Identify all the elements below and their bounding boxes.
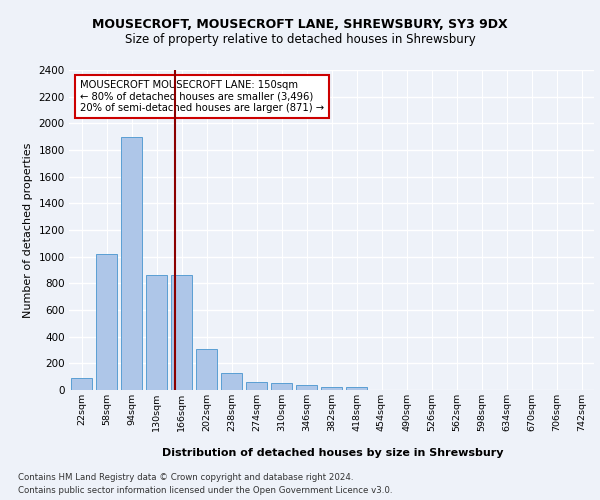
Text: Contains HM Land Registry data © Crown copyright and database right 2024.: Contains HM Land Registry data © Crown c… xyxy=(18,472,353,482)
Text: Distribution of detached houses by size in Shrewsbury: Distribution of detached houses by size … xyxy=(162,448,504,458)
Bar xyxy=(71,378,92,390)
Bar xyxy=(196,348,217,390)
Bar xyxy=(321,386,342,390)
Y-axis label: Number of detached properties: Number of detached properties xyxy=(23,142,33,318)
Text: MOUSECROFT, MOUSECROFT LANE, SHREWSBURY, SY3 9DX: MOUSECROFT, MOUSECROFT LANE, SHREWSBURY,… xyxy=(92,18,508,30)
Bar xyxy=(221,372,242,390)
Bar xyxy=(171,276,192,390)
Bar xyxy=(246,382,267,390)
Bar xyxy=(271,384,292,390)
Bar xyxy=(96,254,117,390)
Text: Contains public sector information licensed under the Open Government Licence v3: Contains public sector information licen… xyxy=(18,486,392,495)
Text: Size of property relative to detached houses in Shrewsbury: Size of property relative to detached ho… xyxy=(125,32,475,46)
Text: MOUSECROFT MOUSECROFT LANE: 150sqm
← 80% of detached houses are smaller (3,496)
: MOUSECROFT MOUSECROFT LANE: 150sqm ← 80%… xyxy=(79,80,323,113)
Bar xyxy=(296,386,317,390)
Bar xyxy=(121,136,142,390)
Bar xyxy=(146,276,167,390)
Bar xyxy=(346,386,367,390)
